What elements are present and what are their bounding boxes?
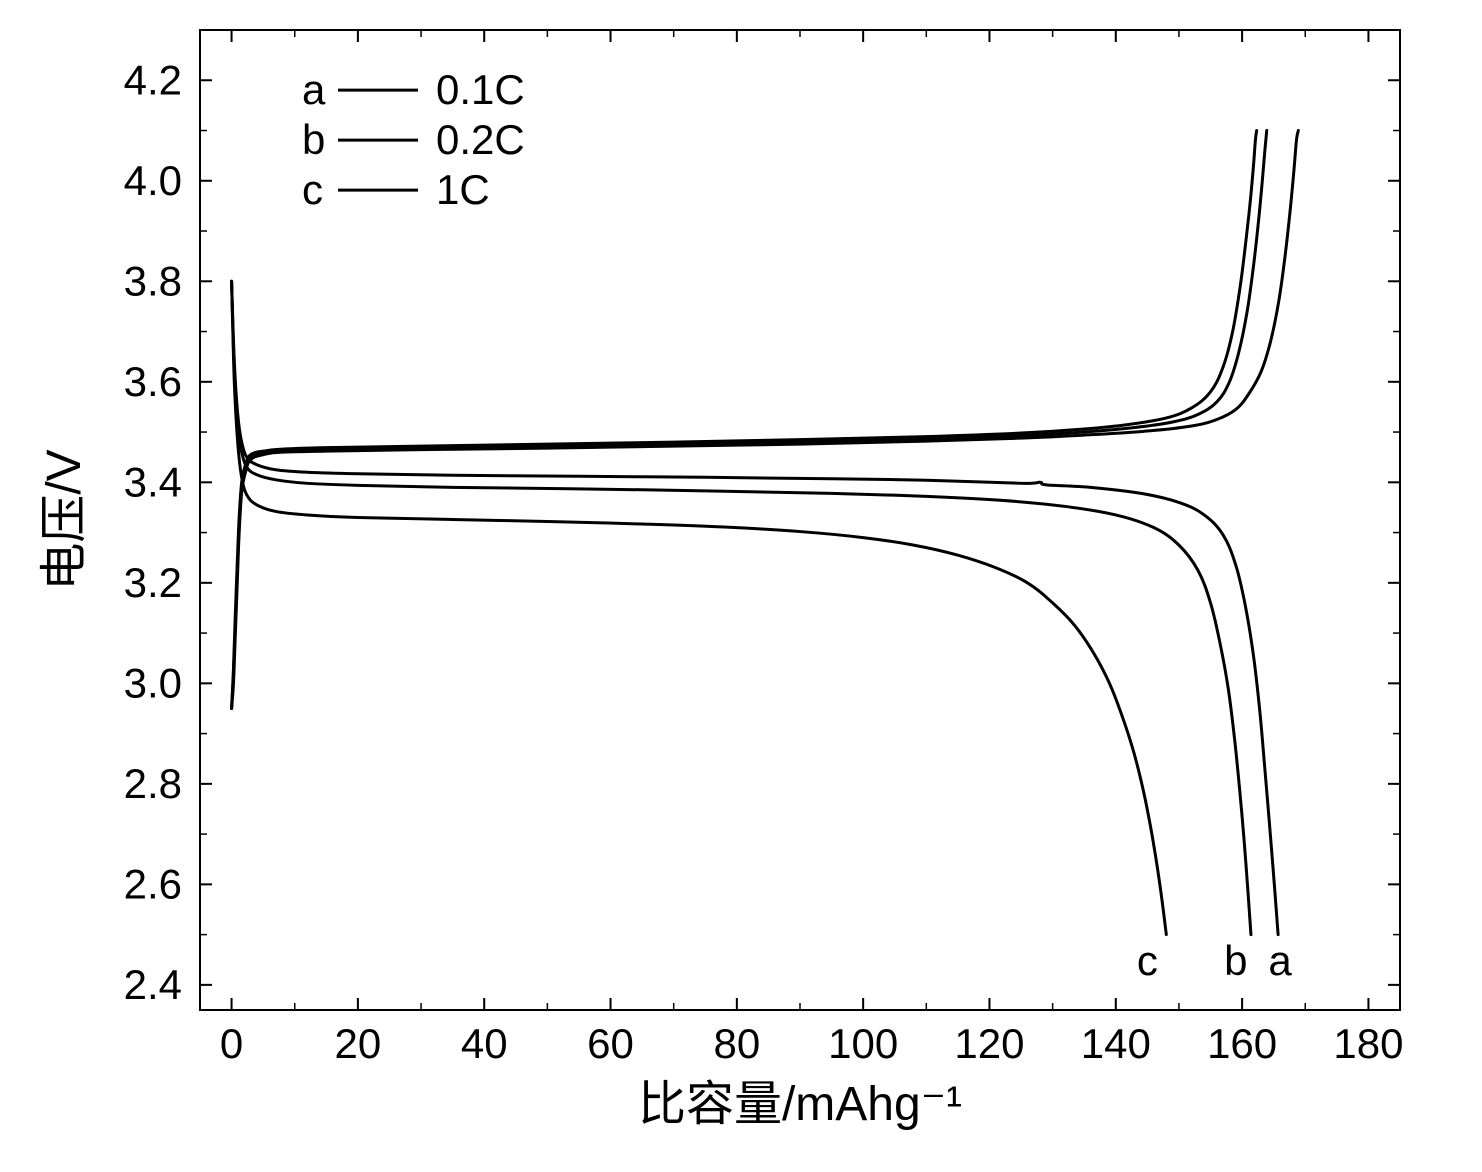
x-tick-label: 100 (828, 1020, 898, 1067)
x-tick-label: 140 (1081, 1020, 1151, 1067)
x-axis-title: 比容量/mAhg⁻¹ (638, 1078, 962, 1131)
y-tick-label: 3.0 (124, 659, 182, 706)
legend-key-b: b (302, 116, 325, 163)
chart-svg: 0 20 40 60 80 100 120 140 160 180 比容量/mAhg⁻¹ 2.4 2.6… (0, 0, 1482, 1172)
legend-key-c: c (302, 166, 323, 213)
chart-container: 0 20 40 60 80 100 120 140 160 180 比容量/mAhg⁻¹ 2.4 2.6… (0, 0, 1482, 1172)
series-end-label-c: c (1137, 937, 1158, 984)
y-tick-label: 3.6 (124, 358, 182, 405)
series-end-label-b: b (1224, 937, 1247, 984)
legend-label-a: 0.1C (436, 66, 525, 113)
y-tick-label: 4.2 (124, 56, 182, 103)
x-tick-label: 80 (713, 1020, 760, 1067)
x-tick-label: 0 (220, 1020, 243, 1067)
y-tick-label: 2.4 (124, 961, 182, 1008)
series-end-label-a: a (1268, 937, 1292, 984)
y-axis-title: 电压/V (38, 449, 91, 590)
y-tick-label: 3.8 (124, 257, 182, 304)
legend-label-c: 1C (436, 166, 490, 213)
y-tick-label: 3.2 (124, 559, 182, 606)
x-tick-label: 20 (335, 1020, 382, 1067)
x-tick-label: 40 (461, 1020, 508, 1067)
x-tick-label: 160 (1207, 1020, 1277, 1067)
y-tick-label: 4.0 (124, 157, 182, 204)
y-tick-label: 2.6 (124, 860, 182, 907)
legend-key-a: a (302, 66, 326, 113)
x-tick-label: 60 (587, 1020, 634, 1067)
x-tick-label: 120 (954, 1020, 1024, 1067)
y-tick-label: 2.8 (124, 760, 182, 807)
x-tick-label: 180 (1333, 1020, 1403, 1067)
legend-label-b: 0.2C (436, 116, 525, 163)
y-tick-label: 3.4 (124, 458, 182, 505)
